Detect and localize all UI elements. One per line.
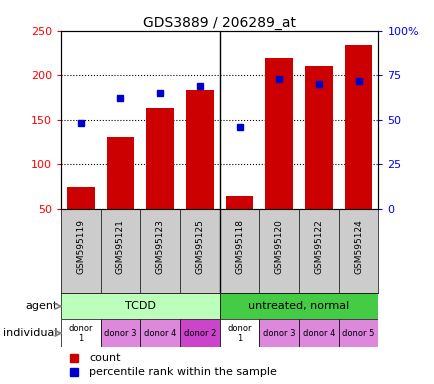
Bar <box>225 195 253 209</box>
Bar <box>106 137 134 209</box>
Text: donor 4: donor 4 <box>144 329 176 338</box>
Bar <box>61 293 219 319</box>
Bar <box>219 319 259 347</box>
Text: count: count <box>89 353 121 363</box>
Bar <box>265 58 293 209</box>
Text: GSM595123: GSM595123 <box>155 219 164 274</box>
Bar <box>259 319 299 347</box>
Text: GSM595125: GSM595125 <box>195 219 204 274</box>
Bar <box>67 187 95 209</box>
Text: individual: individual <box>3 328 58 338</box>
Bar <box>338 319 378 347</box>
Bar <box>61 319 100 347</box>
Text: GSM595120: GSM595120 <box>274 219 283 274</box>
Bar <box>100 319 140 347</box>
Text: donor
1: donor 1 <box>68 324 93 343</box>
Text: donor 2: donor 2 <box>183 329 216 338</box>
Text: GSM595119: GSM595119 <box>76 219 85 274</box>
Text: donor 5: donor 5 <box>342 329 374 338</box>
Text: TCDD: TCDD <box>125 301 155 311</box>
Bar <box>146 108 174 209</box>
Bar <box>219 293 378 319</box>
Bar <box>185 90 213 209</box>
Text: donor
1: donor 1 <box>227 324 251 343</box>
Text: agent: agent <box>25 301 58 311</box>
Text: donor 3: donor 3 <box>104 329 136 338</box>
Title: GDS3889 / 206289_at: GDS3889 / 206289_at <box>143 16 296 30</box>
Text: donor 3: donor 3 <box>263 329 295 338</box>
Text: GSM595122: GSM595122 <box>314 219 322 274</box>
Bar <box>304 66 332 209</box>
Bar <box>140 319 180 347</box>
Bar <box>344 45 372 209</box>
Bar <box>299 319 338 347</box>
Text: GSM595124: GSM595124 <box>353 219 362 274</box>
Text: untreated, normal: untreated, normal <box>248 301 349 311</box>
Text: percentile rank within the sample: percentile rank within the sample <box>89 367 277 377</box>
Text: GSM595121: GSM595121 <box>116 219 125 274</box>
Text: GSM595118: GSM595118 <box>234 219 243 274</box>
Bar <box>180 319 219 347</box>
Text: donor 4: donor 4 <box>302 329 334 338</box>
